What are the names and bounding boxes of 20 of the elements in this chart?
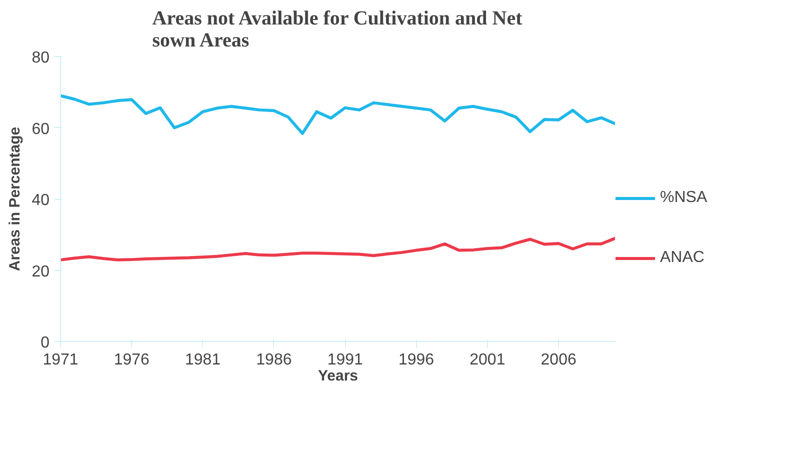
x-tick-label: 1996 bbox=[398, 352, 434, 368]
chart-title: Areas not Available for Cultivation and Net sown Areas bbox=[152, 8, 523, 52]
x-tick-label: 1991 bbox=[327, 352, 364, 368]
x-axis-title: Years bbox=[318, 368, 358, 384]
x-tick-label: 1976 bbox=[114, 352, 150, 368]
x-tick-label: 1981 bbox=[185, 352, 221, 368]
legend-label: %NSA bbox=[660, 188, 708, 206]
y-tick-label: 60 bbox=[32, 120, 50, 138]
x-tick-label: 2006 bbox=[540, 352, 576, 368]
y-tick-label: 40 bbox=[32, 192, 50, 209]
line-series bbox=[60, 94, 615, 135]
y-axis-title: Areas in Percentage bbox=[6, 126, 24, 272]
y-tick-label: 80 bbox=[32, 50, 50, 66]
legend-label: ANAC bbox=[660, 248, 704, 266]
x-tick-label: 1986 bbox=[256, 352, 292, 368]
y-tick-label: 0 bbox=[40, 334, 50, 352]
x-tick-label: 2001 bbox=[470, 352, 506, 368]
x-tick-label: 1971 bbox=[42, 352, 78, 368]
line-series bbox=[60, 236, 615, 262]
y-tick-label: 20 bbox=[32, 263, 50, 280]
